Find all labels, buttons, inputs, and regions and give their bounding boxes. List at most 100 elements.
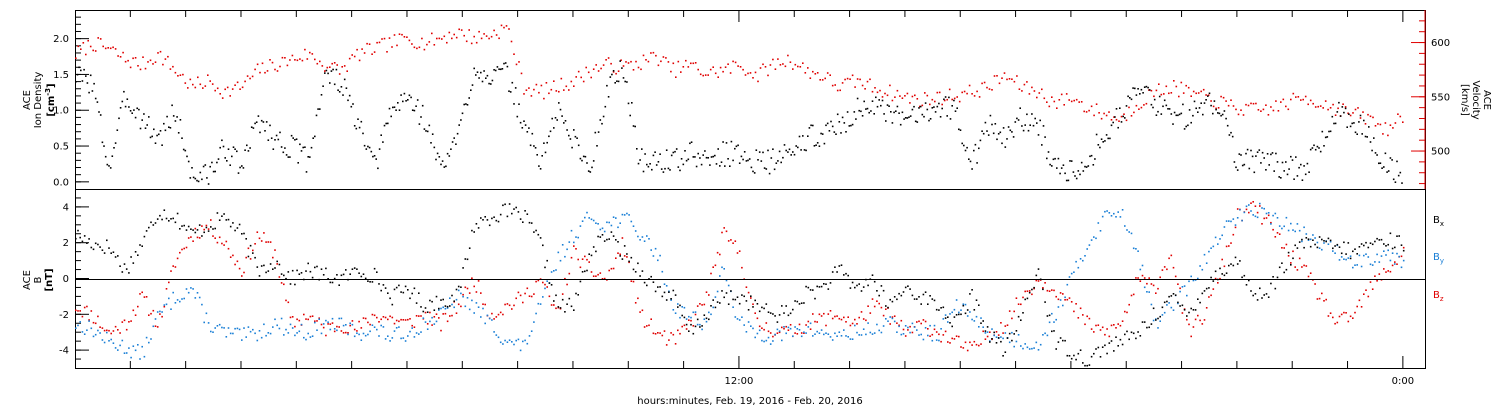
density-point — [1328, 130, 1330, 133]
bx-point — [787, 314, 790, 317]
velocity-point — [1090, 105, 1093, 108]
bz-point — [1155, 292, 1157, 294]
bz-point — [1245, 208, 1248, 211]
density-point — [96, 101, 99, 103]
density-point — [441, 160, 444, 162]
density-point — [370, 150, 373, 153]
velocity-point — [739, 66, 742, 68]
density-point — [662, 171, 665, 173]
bx-point — [272, 268, 274, 270]
by-point — [856, 331, 858, 334]
velocity-point — [1078, 101, 1080, 103]
velocity-point — [361, 48, 363, 50]
bz-point — [314, 320, 316, 322]
bx-point — [632, 268, 635, 271]
by-point — [1354, 264, 1356, 266]
density-point — [287, 156, 290, 158]
density-point — [521, 127, 524, 129]
velocity-point — [844, 78, 846, 81]
by-point — [229, 332, 232, 335]
density-point — [563, 122, 565, 124]
velocity-point — [851, 74, 854, 77]
bz-point — [1070, 301, 1073, 303]
bz-point — [192, 240, 194, 242]
bx-point — [1219, 267, 1221, 270]
legend-bz-name: B — [1433, 290, 1440, 301]
by-point — [289, 323, 292, 326]
by-point — [112, 342, 115, 344]
density-point — [1256, 151, 1259, 153]
bx-point — [194, 231, 197, 234]
bz-point — [225, 240, 228, 243]
density-point — [1208, 92, 1211, 95]
bx-point — [1064, 339, 1066, 342]
bz-point — [468, 292, 471, 294]
velocity-point — [184, 82, 187, 84]
legend-bx: Bx — [1433, 215, 1444, 228]
by-point — [1042, 334, 1044, 336]
bz-point — [515, 297, 517, 300]
velocity-point — [226, 86, 229, 89]
bx-point — [203, 231, 205, 234]
bx-point — [823, 283, 825, 285]
density-point — [1036, 122, 1038, 124]
velocity-point — [480, 37, 483, 40]
velocity-point — [376, 41, 378, 44]
density-point — [1158, 95, 1161, 98]
bz-point — [320, 323, 323, 326]
bz-point — [973, 340, 976, 343]
by-point — [364, 334, 367, 337]
by-point — [1084, 255, 1086, 257]
velocity-point — [1222, 96, 1225, 99]
bx-point — [955, 314, 958, 316]
bx-point — [639, 275, 641, 277]
velocity-point — [1265, 104, 1267, 106]
bx-point — [1022, 312, 1024, 314]
by-point — [511, 341, 513, 343]
bz-point — [632, 280, 635, 283]
bx-point — [1389, 232, 1392, 235]
bz-point — [617, 252, 619, 254]
velocity-point — [831, 84, 834, 87]
bx-point — [1232, 264, 1235, 267]
density-point — [411, 109, 414, 111]
bz-point — [276, 263, 278, 265]
velocity-point — [498, 37, 500, 40]
density-point — [717, 148, 719, 150]
density-point — [295, 138, 298, 140]
bx-point — [851, 281, 854, 284]
by-point — [696, 323, 699, 326]
by-point — [758, 329, 761, 332]
by-point — [1110, 215, 1113, 217]
by-point — [1130, 232, 1133, 235]
bz-point — [1201, 323, 1204, 325]
bz-point — [420, 315, 422, 317]
bx-point — [652, 281, 655, 283]
bz-point — [904, 335, 907, 337]
bz-point — [75, 309, 77, 312]
velocity-point — [421, 37, 423, 40]
density-point — [785, 149, 787, 152]
density-point — [236, 150, 238, 153]
bz-point — [342, 332, 345, 334]
bx-point — [1104, 344, 1106, 347]
velocity-point — [692, 62, 695, 65]
by-point — [119, 344, 121, 347]
by-point — [382, 326, 385, 328]
by-point — [1345, 258, 1347, 261]
bx-point — [1316, 246, 1319, 249]
density-point — [1288, 168, 1290, 170]
by-point — [701, 328, 703, 331]
by-point — [139, 358, 141, 360]
density-point — [943, 98, 945, 101]
density-point — [1139, 93, 1141, 95]
density-point — [1246, 148, 1249, 151]
bx-point — [225, 219, 228, 221]
density-point — [871, 100, 874, 102]
velocity-point — [727, 63, 729, 65]
by-point — [451, 303, 453, 306]
velocity-point — [182, 73, 184, 76]
bx-point — [1338, 246, 1341, 248]
velocity-point — [1163, 93, 1165, 95]
by-point — [1296, 223, 1299, 225]
